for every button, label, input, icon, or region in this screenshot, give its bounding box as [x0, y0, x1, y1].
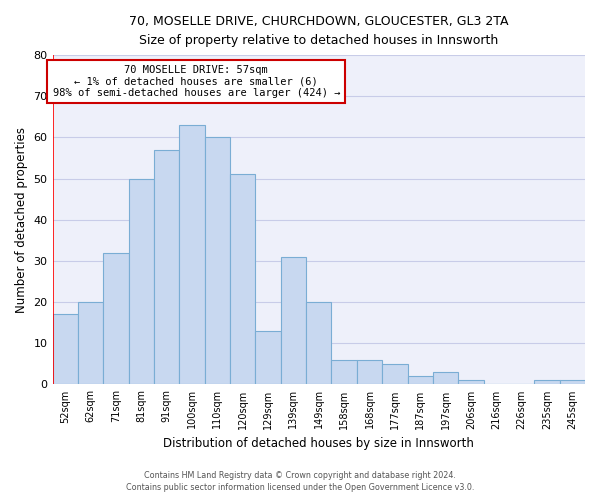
Bar: [458, 380, 484, 384]
Bar: [154, 150, 179, 384]
Text: Contains HM Land Registry data © Crown copyright and database right 2024.
Contai: Contains HM Land Registry data © Crown c…: [126, 471, 474, 492]
Bar: [205, 138, 230, 384]
Bar: [128, 178, 154, 384]
Bar: [560, 380, 585, 384]
Bar: [103, 252, 128, 384]
Bar: [306, 302, 331, 384]
Bar: [179, 125, 205, 384]
Bar: [78, 302, 103, 384]
Title: 70, MOSELLE DRIVE, CHURCHDOWN, GLOUCESTER, GL3 2TA
Size of property relative to : 70, MOSELLE DRIVE, CHURCHDOWN, GLOUCESTE…: [129, 15, 509, 47]
Bar: [382, 364, 407, 384]
X-axis label: Distribution of detached houses by size in Innsworth: Distribution of detached houses by size …: [163, 437, 474, 450]
Bar: [331, 360, 357, 384]
Y-axis label: Number of detached properties: Number of detached properties: [15, 127, 28, 313]
Bar: [433, 372, 458, 384]
Bar: [407, 376, 433, 384]
Bar: [281, 257, 306, 384]
Bar: [230, 174, 256, 384]
Bar: [256, 331, 281, 384]
Bar: [357, 360, 382, 384]
Bar: [534, 380, 560, 384]
Bar: [53, 314, 78, 384]
Text: 70 MOSELLE DRIVE: 57sqm
← 1% of detached houses are smaller (6)
98% of semi-deta: 70 MOSELLE DRIVE: 57sqm ← 1% of detached…: [53, 65, 340, 98]
